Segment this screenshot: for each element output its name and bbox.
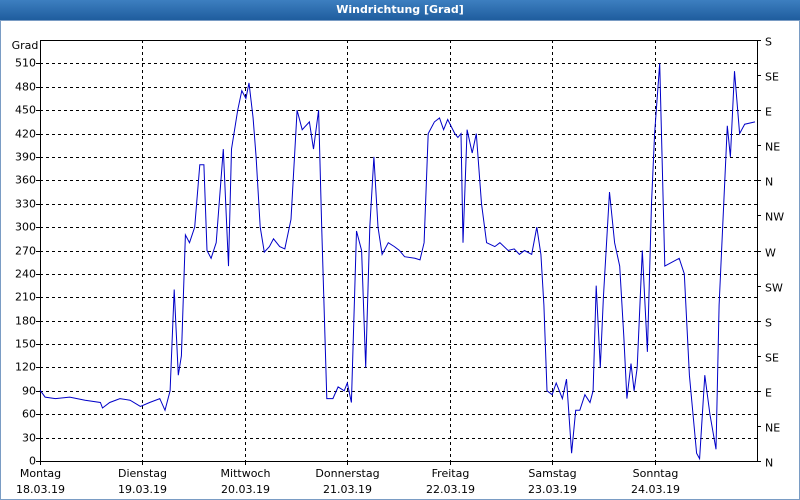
y2-tick-label: SE [765, 352, 779, 365]
y2-tick-label: NE [765, 141, 780, 154]
y2-tick-label: E [765, 106, 772, 119]
x-tick-label: Sonntag [633, 467, 679, 480]
y2-tick-label: N [765, 176, 773, 189]
x-tick-label: Samstag [528, 467, 576, 480]
y2-tick-label: S [765, 36, 772, 49]
y2-tick-label: N [765, 457, 773, 470]
y-tick-label: 30 [22, 432, 36, 445]
y-tick-label: 510 [15, 57, 36, 70]
y-tick-label: 360 [15, 174, 36, 187]
x-tick-date: 22.03.19 [426, 483, 475, 496]
y-tick-label: 390 [15, 151, 36, 164]
y-tick-label: 330 [15, 198, 36, 211]
y-tick-label: 270 [15, 245, 36, 258]
y2-tick-label: W [765, 247, 776, 260]
y-tick-label: 0 [29, 455, 36, 468]
plot-area [40, 40, 757, 461]
y2-tick-label: NE [765, 422, 780, 435]
y-tick-label: 180 [15, 315, 36, 328]
y-tick-label: 150 [15, 338, 36, 351]
plot-frame [40, 40, 758, 462]
x-tick-label: Freitag [432, 467, 470, 480]
y-tick-label: 60 [22, 408, 36, 421]
title-bar [0, 0, 800, 20]
y-tick-label: 450 [15, 104, 36, 117]
y2-tick-label: SE [765, 71, 779, 84]
y-tick-label: 240 [15, 268, 36, 281]
x-tick-date: 24.03.19 [631, 483, 680, 496]
x-tick-date: 18.03.19 [16, 483, 65, 496]
x-tick-date: 21.03.19 [323, 483, 372, 496]
x-tick-date: 19.03.19 [118, 483, 167, 496]
x-tick-date: 23.03.19 [528, 483, 577, 496]
x-tick-label: Mittwoch [221, 467, 271, 480]
data-line [39, 63, 756, 461]
y-tick-label: 300 [15, 221, 36, 234]
y-tick-label: 480 [15, 81, 36, 94]
y-axis-label: Grad [12, 39, 39, 52]
y2-tick-label: NW [765, 211, 784, 224]
chart-title: Windrichtung [Grad] [336, 3, 464, 16]
x-tick-label: Donnerstag [315, 467, 379, 480]
x-tick-date: 20.03.19 [221, 483, 270, 496]
x-tick-label: Dienstag [118, 467, 167, 480]
y-tick-label: 210 [15, 291, 36, 304]
x-tick-label: Montag [20, 467, 61, 480]
y-tick-label: 90 [22, 385, 36, 398]
y2-tick-label: E [765, 387, 772, 400]
y2-tick-label: S [765, 317, 772, 330]
y-tick-label: 420 [15, 128, 36, 141]
y-tick-label: 120 [15, 361, 36, 374]
y2-tick-label: SW [765, 282, 783, 295]
